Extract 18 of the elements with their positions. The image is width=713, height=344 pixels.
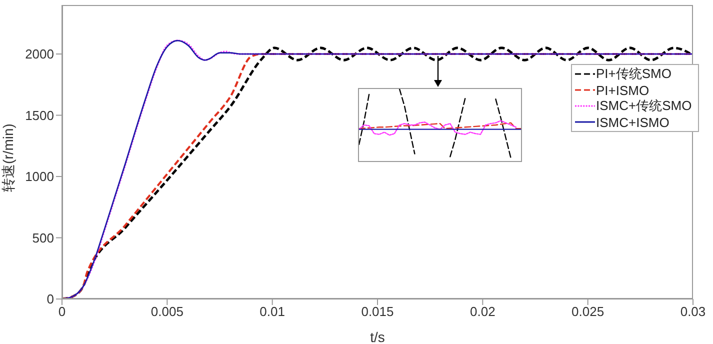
x-tick-label: 0.015 bbox=[361, 304, 394, 320]
x-tick-label: 0.005 bbox=[150, 304, 184, 320]
y-tick-label: 1000 bbox=[25, 169, 54, 184]
y-tick-label: 1500 bbox=[25, 108, 54, 123]
legend-label: ISMC+传统SMO bbox=[596, 97, 692, 115]
x-tick-label: 0.01 bbox=[260, 304, 285, 320]
x-tick-label: 0.02 bbox=[470, 304, 496, 320]
y-tick-label: 2000 bbox=[25, 46, 54, 62]
y-tick-label: 500 bbox=[32, 230, 54, 246]
x-tick-label: 0.025 bbox=[572, 304, 604, 320]
x-tick-label: 0 bbox=[58, 304, 66, 320]
legend-label: ISMC+ISMO bbox=[596, 114, 670, 130]
y-tick-label: 0 bbox=[46, 292, 54, 307]
x-axis-title: t/s bbox=[370, 329, 385, 344]
y-axis-title: 转速(r/min) bbox=[0, 124, 16, 192]
legend-label: PI+ISMO bbox=[596, 82, 650, 98]
legend-label: PI+传统SMO bbox=[596, 65, 672, 83]
x-tick-label: 0.03 bbox=[680, 304, 706, 320]
